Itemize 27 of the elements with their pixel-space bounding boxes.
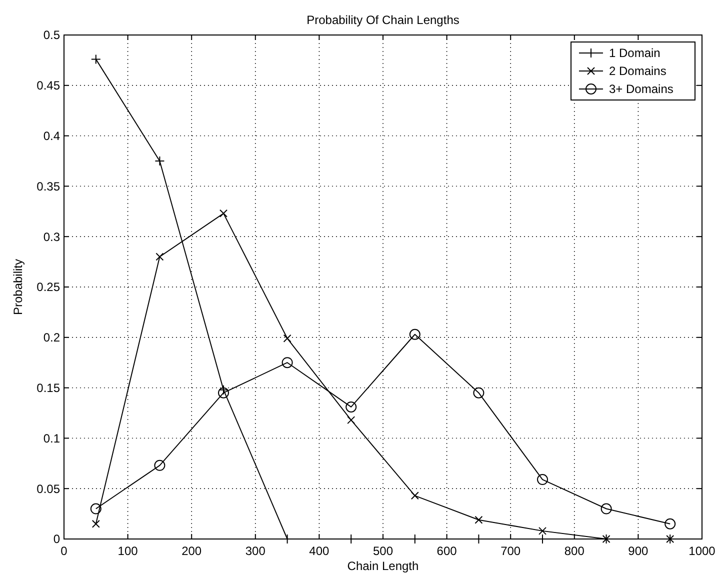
y-tick-label: 0.35: [36, 179, 60, 194]
y-tick-label: 0.2: [43, 330, 60, 345]
y-tick-label: 0.1: [43, 431, 60, 446]
x-tick-label: 700: [500, 544, 521, 558]
y-tick-label: 0.15: [36, 381, 60, 395]
x-tick-label: 500: [372, 544, 394, 558]
x-axis-title: Chain Length: [347, 559, 419, 573]
y-axis-title: Probability: [11, 258, 25, 316]
x-tick-label: 900: [628, 544, 649, 558]
y-tick-label: 0.05: [36, 482, 60, 496]
x-tick-label: 800: [564, 544, 585, 558]
y-tick-label: 0.4: [43, 129, 60, 143]
x-tick-label: 1000: [688, 544, 716, 558]
x-tick-label: 300: [245, 544, 266, 558]
y-tick-label: 0.25: [36, 280, 60, 294]
y-tick-label: 0.5: [43, 28, 60, 42]
x-tick-label: 400: [309, 544, 330, 558]
legend-label: 2 Domains: [609, 64, 666, 78]
chart-title: Probability Of Chain Lengths: [306, 13, 460, 27]
x-tick-label: 100: [118, 544, 138, 558]
x-tick-label: 200: [182, 544, 202, 558]
legend-label: 1 Domain: [609, 46, 660, 60]
y-tick-label: 0.45: [36, 78, 60, 93]
y-tick-label: 0: [53, 532, 60, 546]
x-tick-label: 600: [436, 544, 458, 558]
y-tick-label: 0.3: [43, 230, 60, 244]
legend-label: 3+ Domains: [609, 82, 674, 96]
